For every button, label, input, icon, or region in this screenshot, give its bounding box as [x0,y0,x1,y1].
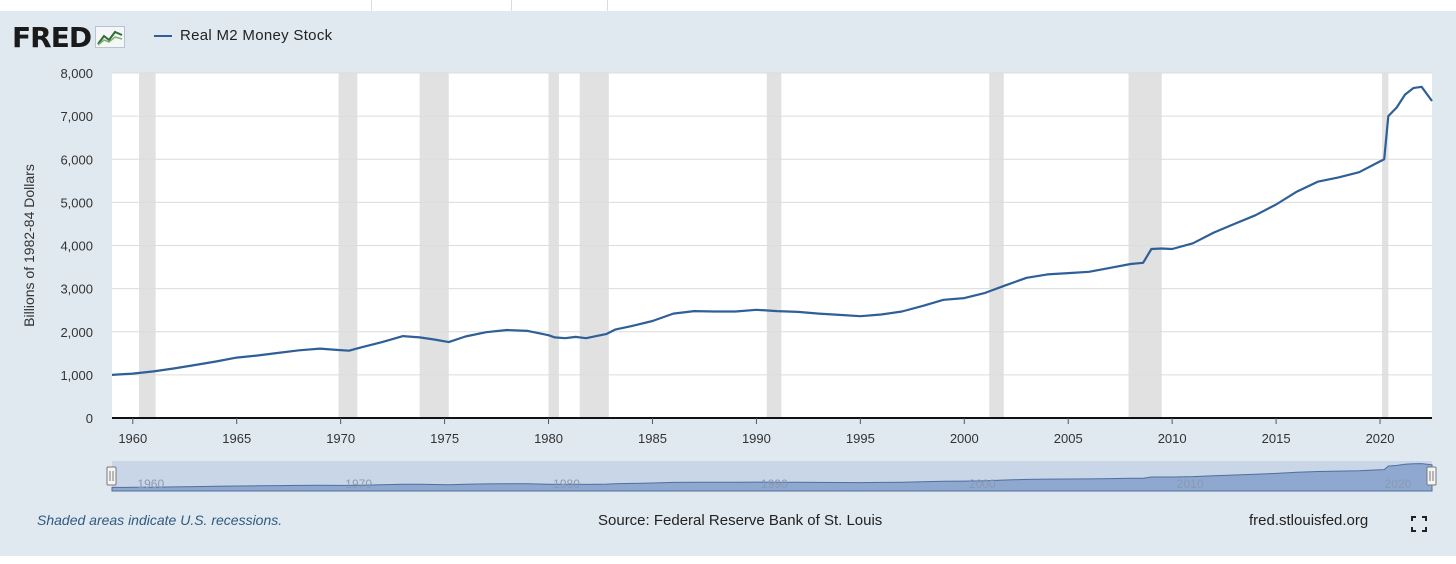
x-tick-label: 1965 [222,431,251,446]
plot-area: 0 1,000 2,000 3,000 4,000 5,000 6,000 7,000 8,00… [21,66,1433,446]
bottom-strip [0,556,1456,564]
tab-divider [511,0,512,11]
navigator-right-handle[interactable] [1426,466,1437,486]
source-text: Source: Federal Reserve Bank of St. Loui… [598,512,883,529]
y-tick-label: 0 [86,411,93,426]
legend-swatch [154,34,172,37]
navigator-tick-label: 1990 [761,477,788,491]
x-tick-label: 2020 [1366,431,1395,446]
x-tick-label: 1980 [534,431,563,446]
tab-divider [371,0,372,11]
y-tick-label: 5,000 [60,195,93,210]
navigator-tick-label: 1980 [553,477,580,491]
fred-logo-text: FRED [12,20,92,54]
x-tick-label: 2000 [950,431,979,446]
recession-note: Shaded areas indicate U.S. recessions. [37,512,283,528]
x-tick-label: 1995 [846,431,875,446]
fullscreen-icon[interactable] [1411,516,1427,532]
x-tick-label: 1975 [430,431,459,446]
legend-label: Real M2 Money Stock [180,27,333,44]
site-link[interactable]: fred.stlouisfed.org [1249,512,1369,529]
navigator-tick-label: 1970 [345,477,372,491]
x-tick-label: 2010 [1158,431,1187,446]
navigator-series [111,463,1433,492]
navigator-left-handle[interactable] [106,466,117,486]
y-axis-label: Billions of 1982-84 Dollars [21,164,37,327]
y-tick-label: 3,000 [60,282,93,297]
y-tick-label: 1,000 [60,368,93,383]
y-tick-label: 4,000 [60,239,93,254]
y-tick-label: 7,000 [60,109,93,124]
x-tick-label: 1960 [118,431,147,446]
x-tick-label: 2005 [1054,431,1083,446]
navigator-tick-label: 2000 [969,477,996,491]
series-line [111,85,1433,376]
navigator-tick-label: 1960 [137,477,164,491]
x-tick-label: 1990 [742,431,771,446]
fred-chart-icon [95,26,126,48]
navigator-tick-label: 2010 [1177,477,1204,491]
y-tick-label: 2,000 [60,325,93,340]
x-tick-label: 1970 [326,431,355,446]
chart-legend: Real M2 Money Stock [154,27,332,44]
x-tick-label: 2015 [1262,431,1291,446]
tab-divider [607,0,608,11]
fred-logo[interactable]: FRED [12,20,126,54]
range-navigator[interactable]: 1960 1970 1980 1990 2000 2010 2020 [106,461,1437,492]
y-tick-label: 8,000 [60,66,93,81]
x-tick-label: 1985 [638,431,667,446]
navigator-tick-label: 2020 [1385,477,1412,491]
browser-top-strip [0,0,1456,11]
y-tick-label: 6,000 [60,152,93,167]
